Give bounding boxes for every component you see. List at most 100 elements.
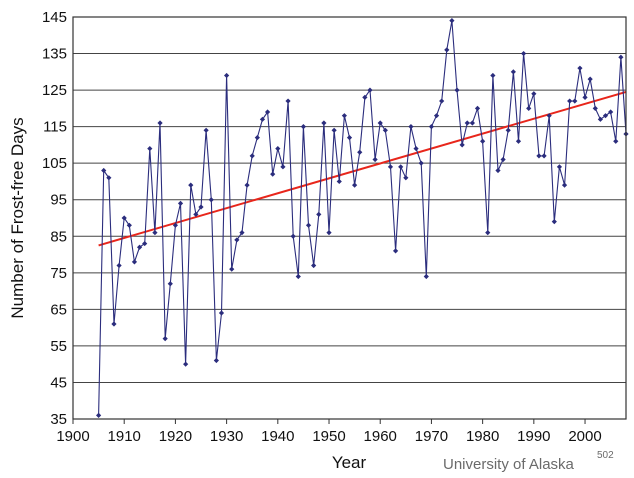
data-point	[198, 204, 204, 210]
data-point	[326, 230, 332, 236]
data-point	[183, 361, 189, 367]
data-point	[203, 127, 209, 133]
data-point	[157, 120, 163, 126]
data-point	[577, 65, 583, 71]
x-tick-label: 1930	[210, 428, 243, 445]
data-point	[608, 109, 614, 115]
data-point	[541, 153, 547, 159]
credit-superscript: 502	[597, 450, 614, 461]
data-point	[449, 18, 455, 24]
data-point	[300, 124, 307, 130]
data-point	[613, 138, 619, 144]
data-point	[454, 87, 460, 93]
y-tick-label: 45	[50, 374, 67, 391]
y-tick-label: 105	[42, 155, 67, 172]
data-point	[387, 164, 394, 170]
data-point	[531, 91, 537, 97]
data-point	[162, 336, 168, 342]
x-tick-label: 1990	[517, 428, 550, 445]
data-point	[382, 127, 388, 133]
data-point	[213, 357, 219, 364]
data-point	[567, 98, 573, 104]
x-tick-label: 1900	[56, 428, 89, 445]
data-point	[510, 69, 516, 75]
data-point	[136, 244, 143, 250]
data-point	[474, 105, 481, 111]
data-point	[341, 113, 347, 119]
data-point	[469, 120, 475, 126]
y-tick-label: 65	[50, 301, 67, 318]
data-point	[485, 230, 491, 236]
data-point	[362, 94, 368, 100]
data-point	[459, 142, 465, 148]
data-point	[264, 109, 271, 115]
data-point	[244, 182, 250, 188]
data-point	[295, 273, 301, 280]
data-point	[121, 215, 127, 221]
data-point	[331, 127, 337, 133]
data-point	[413, 145, 419, 152]
trend-line	[98, 90, 627, 247]
data-point	[372, 156, 378, 163]
data-point	[172, 222, 179, 228]
data-point	[357, 149, 363, 155]
y-tick-label: 95	[50, 192, 67, 209]
x-tick-label: 1940	[261, 428, 294, 445]
series-line	[98, 20, 627, 416]
data-point	[592, 105, 598, 111]
data-point	[403, 175, 409, 181]
y-tick-label: 115	[43, 119, 67, 136]
data-point	[280, 164, 286, 170]
data-point	[572, 98, 578, 104]
data-point	[526, 105, 532, 111]
data-point	[444, 47, 450, 53]
data-point	[188, 182, 194, 188]
data-point	[305, 222, 312, 228]
data-point	[285, 98, 291, 104]
data-point	[392, 248, 399, 254]
y-tick-label: 55	[50, 338, 67, 355]
data-point	[500, 156, 506, 163]
data-point	[254, 135, 260, 141]
data-point	[582, 94, 588, 100]
plot-frame	[72, 16, 627, 420]
data-point	[480, 138, 486, 144]
data-point	[270, 171, 276, 177]
x-tick-label: 1920	[159, 428, 192, 445]
data-point	[346, 135, 353, 141]
x-tick-label: 1950	[312, 428, 345, 445]
data-point	[561, 182, 568, 188]
data-point	[377, 120, 383, 126]
data-point	[316, 211, 322, 217]
y-tick-label: 145	[42, 9, 67, 26]
data-point	[495, 167, 501, 174]
data-point	[142, 240, 148, 247]
data-point	[111, 321, 117, 327]
y-tick-label: 85	[50, 228, 67, 245]
x-tick-label: 1970	[415, 428, 448, 445]
x-axis-ticks: 1900 1910 1920 1930 1940 1950 1960 1970 1980 1990…	[56, 419, 602, 445]
data-point	[536, 153, 542, 159]
data-point	[556, 164, 563, 170]
data-point	[290, 233, 296, 239]
data-point	[490, 72, 496, 79]
data-point	[131, 259, 138, 265]
data-point	[597, 116, 603, 122]
data-point	[408, 124, 414, 130]
data-point	[520, 50, 527, 57]
data-point	[249, 153, 255, 159]
data-point	[398, 164, 404, 170]
x-tick-label: 2000	[568, 428, 601, 445]
y-tick-label: 125	[42, 82, 67, 99]
y-tick-label: 135	[42, 46, 67, 63]
y-axis-title: Number of Frost-free Days	[8, 117, 27, 318]
data-point	[224, 72, 230, 79]
data-point	[515, 138, 522, 144]
y-axis-ticks: 35 45 55 65 75 85 95 105 115 125 135 145	[42, 9, 67, 428]
x-tick-label: 1910	[108, 428, 141, 445]
data-point	[546, 113, 552, 119]
data-points	[96, 18, 629, 418]
data-point	[336, 178, 342, 185]
data-point	[126, 222, 132, 228]
